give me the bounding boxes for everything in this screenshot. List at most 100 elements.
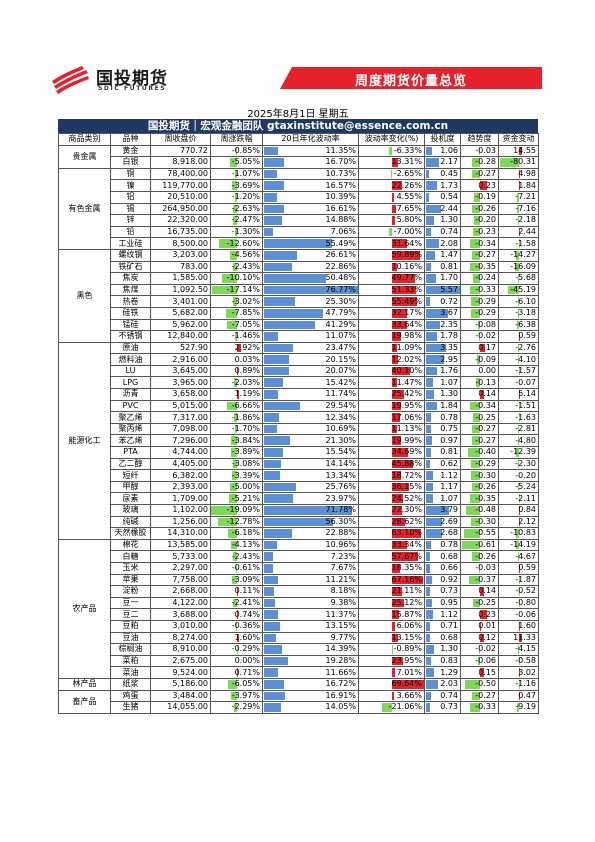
weekly-change-bar <box>211 506 237 515</box>
fund-change-value: 2.44 <box>518 227 536 237</box>
trend-degree-value: -0.26 <box>475 551 496 561</box>
fund-change-value: 1.60 <box>518 621 536 631</box>
volatility-20d: 14.14% <box>262 457 359 471</box>
trend-degree-value: -0.02 <box>475 331 496 341</box>
speculation-degree-bar <box>426 448 431 457</box>
speculation-degree-bar <box>426 656 432 666</box>
volatility-20d: 71.78% <box>262 504 359 517</box>
fund-change-value: -2.81 <box>515 424 536 434</box>
table-row: 锰硅 5,962.00 -7.05% 41.29% 33.64% 2.35 -0.08 -6.… <box>59 318 539 332</box>
weekly-change: -1.70% <box>210 422 263 436</box>
fund-change-value: 2.12 <box>518 516 536 526</box>
volatility-change-bar <box>392 216 395 225</box>
volatility-change-value: 15.87% <box>391 609 422 619</box>
trend-degree: 0.23 <box>460 179 499 192</box>
volatility-change-bar <box>392 691 394 701</box>
fund-change: -14.19 <box>498 538 539 552</box>
fund-change-value: -5.68 <box>515 273 536 283</box>
weekly-change-bar <box>235 227 237 237</box>
speculation-degree: 0.72 <box>424 295 461 308</box>
volatility-20d-bar <box>264 587 275 596</box>
table-row: 白糖 5,733.00 -2.43% 7.23% 57.67% 0.68 -0.26 -4.6… <box>59 550 539 563</box>
fund-change-bar <box>519 227 520 237</box>
speculation-degree-bar <box>426 239 439 248</box>
trend-degree: -0.27 <box>460 167 499 181</box>
volatility-change: 11.09% <box>358 341 425 355</box>
volatility-20d-value: 15.54% <box>325 447 356 457</box>
category-cell: 有色金属 <box>58 167 111 250</box>
volatility-change-bar <box>392 343 398 353</box>
weekly-change-value: -1.30% <box>231 227 260 237</box>
volatility-20d-bar <box>264 169 278 179</box>
table-row: 锡 264,950.00 -2.63% 16.61% 7.65% 2.44 -0.26 -7.… <box>59 202 539 216</box>
product-name: 硅铁 <box>110 306 151 320</box>
product-name: 棕榈油 <box>110 643 151 656</box>
speculation-degree-value: 0.54 <box>440 192 458 202</box>
volatility-change-bar <box>392 192 395 202</box>
trend-degree-value: -0.27 <box>475 690 496 700</box>
trend-degree-bar <box>479 645 480 654</box>
trend-degree: -0.61 <box>460 538 499 552</box>
fund-change-value: 4.98 <box>518 169 536 179</box>
speculation-degree-value: 1.06 <box>440 145 458 155</box>
volatility-20d: 11.37% <box>262 608 359 621</box>
volatility-change-value: 63.10% <box>391 528 422 538</box>
close-price: 2,297.00 <box>150 561 211 575</box>
futures-overview-table: 商品类别 品种 周收盘价 周涨跌幅 20日年化波动率 波动率变化(%) 投机度 趋势度 资金变动… <box>58 133 539 714</box>
close-price: 8,274.00 <box>150 631 211 645</box>
speculation-degree-value: 0.66 <box>440 563 458 573</box>
fund-change-bar <box>519 517 520 527</box>
weekly-change-bar <box>232 459 237 469</box>
volatility-20d: 13.34% <box>262 469 359 482</box>
weekly-change-bar <box>218 239 237 248</box>
product-name: 燃料油 <box>110 353 151 366</box>
weekly-change-value: -2.47% <box>231 215 260 225</box>
volatility-change-value: 36.15% <box>391 482 422 492</box>
fund-change-value: -1.16 <box>515 679 536 689</box>
product-name: 乙二醇 <box>110 457 151 471</box>
trend-degree: -0.26 <box>460 480 499 494</box>
trend-degree-bar <box>472 482 480 492</box>
product-name: 原油 <box>110 341 151 355</box>
volatility-20d-bar <box>264 645 282 654</box>
weekly-change-value: -1.86% <box>231 412 260 422</box>
weekly-change-bar <box>232 297 237 306</box>
weekly-change-value: -3.08% <box>231 458 260 468</box>
volatility-20d: 11.35% <box>262 144 359 158</box>
fund-change: 0.47 <box>498 689 539 703</box>
speculation-degree-bar <box>426 621 431 631</box>
volatility-change-value: 18.72% <box>391 470 422 480</box>
volatility-20d: 11.74% <box>262 388 359 401</box>
weekly-change: 0.89% <box>210 364 263 378</box>
speculation-degree: 0.45 <box>424 167 461 181</box>
fund-change-value: -1.51 <box>515 400 536 410</box>
speculation-degree-value: 0.74 <box>440 690 458 700</box>
volatility-20d-value: 9.38% <box>330 598 356 608</box>
speculation-degree: 1.84 <box>424 399 461 413</box>
speculation-degree: 0.66 <box>424 561 461 575</box>
volatility-20d: 23.97% <box>262 492 359 505</box>
volatility-change-bar <box>392 239 407 248</box>
volatility-change: 23.95% <box>358 654 425 668</box>
weekly-change: -2.29% <box>210 701 263 714</box>
fund-change-value: 14.55 <box>513 145 536 155</box>
product-name: 聚乙烯 <box>110 411 151 424</box>
fund-change: 14.55 <box>498 144 539 158</box>
speculation-degree-value: 0.45 <box>440 169 458 179</box>
table-row: 豆油 8,274.00 1.60% 9.77% 13.15% 0.68 0.12 11.33 <box>59 631 539 645</box>
volatility-20d: 20.15% <box>262 353 359 366</box>
weekly-change-bar <box>232 471 237 480</box>
volatility-change: 45.88% <box>358 457 425 471</box>
product-name: 豆粕 <box>110 619 151 633</box>
speculation-degree-bar <box>426 297 431 306</box>
fund-change: -7.21 <box>498 190 539 204</box>
weekly-change-value: 0.00% <box>234 656 260 666</box>
fund-change-value: -14.19 <box>510 540 536 550</box>
volatility-20d: 41.29% <box>262 318 359 332</box>
volatility-20d: 13.15% <box>262 619 359 633</box>
trend-degree-value: -0.25 <box>475 412 496 422</box>
trend-degree-bar <box>472 274 480 283</box>
speculation-degree-bar <box>426 679 439 689</box>
trend-degree-value: -0.23 <box>475 227 496 237</box>
weekly-change-value: -10.10% <box>226 273 260 283</box>
